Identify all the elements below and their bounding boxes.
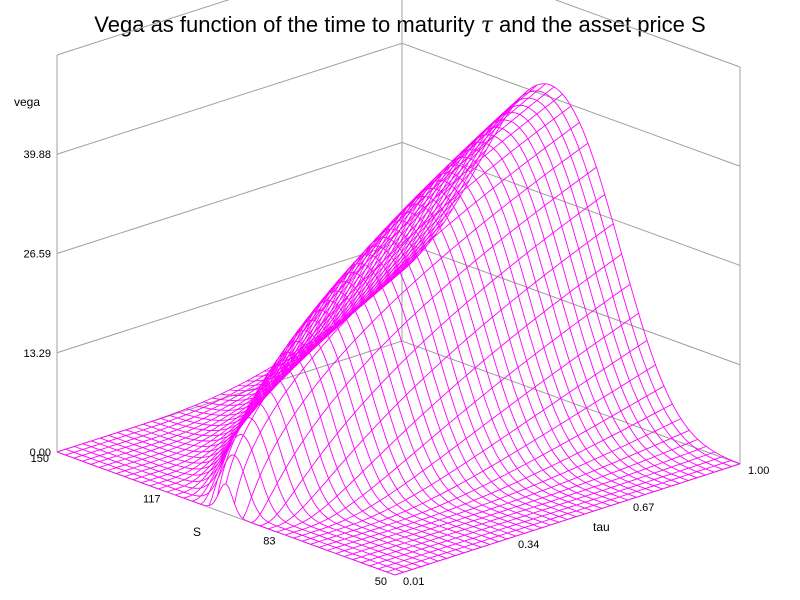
mesh-line-s bbox=[276, 253, 622, 533]
mesh-line-tau bbox=[401, 83, 741, 465]
mesh-line-s bbox=[369, 451, 715, 567]
z-tick-label: 0.00 bbox=[30, 447, 51, 459]
chart-title-prefix: Vega as function of the time to maturity bbox=[94, 12, 480, 37]
mesh-line-s bbox=[116, 194, 462, 474]
axis-ticks: 0.00 13.29 26.59 39.88 150 117 83 50 0.01 0.34 0.6… bbox=[23, 149, 769, 588]
mesh-line-tau bbox=[341, 134, 680, 484]
mesh-line-s bbox=[225, 105, 572, 484]
s-tick-label: 150 bbox=[31, 453, 49, 465]
surface-mesh bbox=[56, 83, 741, 576]
mesh-line-tau bbox=[272, 195, 611, 507]
s-axis-label: S bbox=[193, 525, 201, 539]
tau-tick-label: 0.01 bbox=[403, 576, 424, 588]
s-tick-label: 50 bbox=[375, 576, 387, 588]
mesh-line-s bbox=[386, 459, 732, 573]
mesh-line-s bbox=[352, 438, 698, 561]
mesh-line-s bbox=[327, 403, 673, 551]
wall-top-edge bbox=[56, 0, 741, 68]
mesh-line-tau bbox=[255, 212, 594, 512]
mesh-line-tau bbox=[151, 319, 491, 545]
tau-tick-label: 0.34 bbox=[518, 539, 539, 551]
mesh-line-s bbox=[284, 283, 631, 536]
z-tick-label: 13.29 bbox=[23, 348, 51, 360]
mesh-line-s bbox=[166, 107, 513, 493]
mesh-line-tau bbox=[315, 156, 654, 493]
tau-tick-label: 0.67 bbox=[633, 502, 654, 514]
s-tick-label: 117 bbox=[143, 494, 161, 506]
mesh-line-s bbox=[344, 429, 690, 557]
mesh-line-s bbox=[149, 134, 496, 487]
mesh-line-s bbox=[394, 463, 741, 576]
mesh-line-tau bbox=[168, 300, 508, 540]
mesh-line-s bbox=[242, 142, 589, 519]
z-tick-label: 26.59 bbox=[23, 248, 51, 260]
mesh-line-s bbox=[251, 166, 597, 524]
mesh-line-s bbox=[377, 456, 724, 570]
mesh-line-tau bbox=[246, 220, 585, 515]
mesh-line-s bbox=[234, 122, 580, 504]
tau-axis-label: tau bbox=[593, 520, 610, 534]
z-axis-label: vega bbox=[14, 95, 40, 109]
mesh-line-s bbox=[335, 418, 682, 554]
chart-title: Vega as function of the time to maturity… bbox=[94, 12, 705, 38]
mesh-line-s bbox=[90, 233, 437, 465]
mesh-line-s bbox=[175, 97, 521, 496]
z-tick-label: 39.88 bbox=[23, 149, 51, 161]
mesh-line-s bbox=[56, 270, 403, 453]
mesh-line-tau bbox=[281, 187, 620, 504]
mesh-line-s bbox=[132, 164, 479, 481]
chart-title-tau-symbol: 𝜏 bbox=[481, 13, 494, 38]
tau-tick-label: 1.00 bbox=[748, 465, 769, 477]
mesh-line-s bbox=[301, 340, 648, 542]
mesh-line-s bbox=[217, 93, 563, 497]
mesh-line-tau bbox=[375, 104, 715, 473]
mesh-line-tau bbox=[358, 119, 698, 479]
mesh-line-s bbox=[107, 208, 454, 471]
mesh-line-tau bbox=[177, 290, 516, 537]
mesh-line-s bbox=[99, 221, 445, 468]
mesh-line-s bbox=[259, 194, 606, 527]
mesh-line-s bbox=[268, 223, 614, 530]
z-gridline bbox=[56, 42, 741, 167]
mesh-line-tau bbox=[160, 309, 499, 543]
mesh-line-tau bbox=[186, 281, 525, 534]
mesh-line-s bbox=[310, 364, 656, 545]
mesh-line-s bbox=[65, 263, 411, 456]
mesh-line-tau bbox=[74, 433, 413, 570]
mesh-line-s bbox=[293, 312, 639, 539]
mesh-line-tau bbox=[194, 272, 534, 532]
s-tick-label: 83 bbox=[263, 535, 275, 547]
mesh-line-tau bbox=[82, 417, 422, 568]
mesh-line-s bbox=[158, 120, 504, 490]
mesh-line-s bbox=[73, 254, 420, 459]
mesh-line-tau bbox=[384, 97, 723, 470]
mesh-line-s bbox=[318, 385, 665, 548]
mesh-line-s bbox=[141, 149, 487, 484]
mesh-line-s bbox=[361, 445, 707, 564]
